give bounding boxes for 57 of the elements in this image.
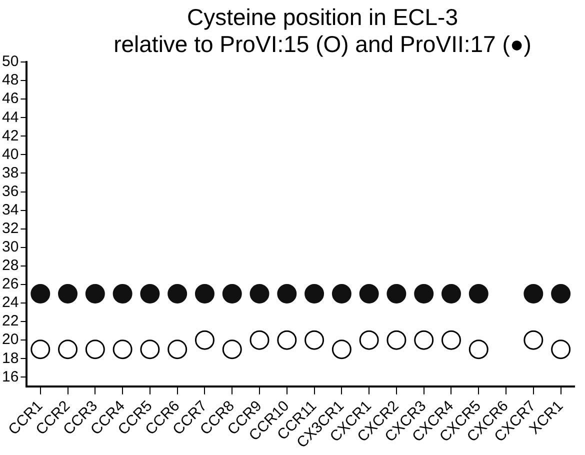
y-tick-label: 24 — [2, 294, 19, 312]
point — [386, 330, 406, 350]
point — [85, 340, 105, 360]
y-tick-label: 26 — [2, 276, 19, 293]
point — [194, 284, 214, 304]
point — [168, 284, 188, 304]
point — [441, 284, 461, 304]
point — [194, 330, 214, 350]
point — [168, 340, 188, 360]
point — [304, 330, 324, 350]
point — [250, 330, 270, 350]
y-tick-label: 36 — [2, 182, 19, 200]
point — [30, 340, 50, 360]
y-tick-label: 42 — [2, 127, 19, 144]
point — [112, 284, 132, 304]
point — [468, 284, 488, 304]
point — [332, 284, 352, 304]
chart-title: Cysteine position in ECL-3 relative to ProVI:15 (O) and ProVII:17 (●) — [112, 4, 532, 58]
y-tick-label: 38 — [2, 164, 19, 182]
y-tick-label: 32 — [2, 220, 19, 237]
point — [140, 284, 160, 304]
point — [359, 330, 379, 350]
point — [414, 284, 434, 304]
y-tick-label: 22 — [2, 312, 19, 330]
point — [85, 284, 105, 304]
y-tick-label: 16 — [2, 368, 19, 386]
y-tick-label: 20 — [2, 331, 19, 348]
point — [524, 330, 544, 350]
point — [332, 340, 352, 360]
point — [222, 340, 242, 360]
point — [551, 340, 571, 360]
y-tick-label: 46 — [2, 90, 19, 108]
point — [524, 284, 544, 304]
y-tick-label: 48 — [2, 72, 19, 89]
point — [359, 284, 379, 304]
y-tick-label: 44 — [2, 108, 19, 126]
point — [414, 330, 434, 350]
point — [441, 330, 461, 350]
point — [58, 340, 78, 360]
point — [304, 284, 324, 304]
point — [222, 284, 242, 304]
point — [250, 284, 270, 304]
point — [277, 330, 297, 350]
point — [112, 340, 132, 360]
y-tick-label: 34 — [2, 201, 19, 218]
point — [140, 340, 160, 360]
point — [551, 284, 571, 304]
y-tick-label: 28 — [2, 257, 19, 274]
point — [277, 284, 297, 304]
y-tick-label: 30 — [2, 238, 19, 256]
point — [30, 284, 50, 304]
y-tick-label: 50 — [2, 53, 19, 70]
point — [468, 340, 488, 360]
y-tick-label: 18 — [2, 350, 19, 367]
point — [58, 284, 78, 304]
y-tick-label: 40 — [2, 146, 19, 163]
point — [386, 284, 406, 304]
